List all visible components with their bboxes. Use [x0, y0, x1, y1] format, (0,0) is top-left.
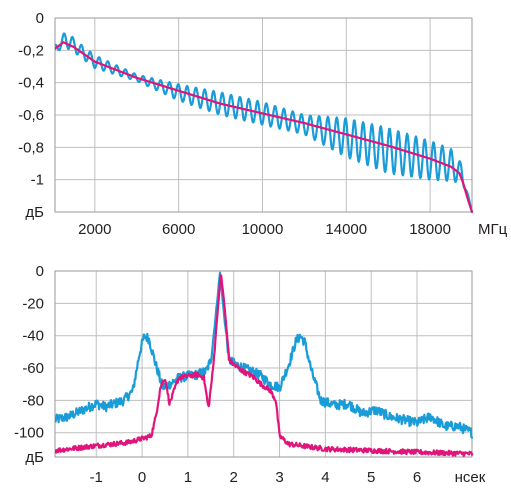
x-tick-label: 0 — [138, 469, 146, 486]
y-tick-label: -60 — [22, 360, 44, 377]
plot-frame — [54, 270, 473, 458]
y-tick-label: -80 — [22, 392, 44, 409]
series-line-2 — [55, 274, 474, 457]
frequency-response-chart: 0 -0,2 -0,4 -0,6 -0,8 -1 дБ 2000 6000 10000 14000 1… — [18, 10, 507, 238]
series-line-1 — [55, 32, 474, 214]
y-unit-label: дБ — [25, 204, 44, 221]
y-tick-label: -1 — [31, 172, 44, 189]
x-tick-label: 2 — [230, 469, 238, 486]
y-tick-label: -0,2 — [18, 42, 44, 59]
time-domain-chart: 0 -20 -40 -60 -80 -100 дБ -1 0 1 2 3 4 5 6 нсек — [14, 263, 486, 486]
y-tick-label: 0 — [36, 10, 44, 27]
x-tick-label: 10000 — [242, 221, 284, 238]
y-unit-label: дБ — [25, 449, 44, 466]
series-line-2 — [55, 41, 474, 214]
y-tick-label: -0,8 — [18, 139, 44, 156]
x-tick-label: 5 — [367, 469, 375, 486]
grid — [55, 270, 472, 457]
x-tick-label: -1 — [90, 469, 103, 486]
x-unit-label: нсек — [455, 469, 486, 486]
series-line-1 — [55, 271, 474, 439]
x-tick-label: 14000 — [325, 221, 367, 238]
y-tick-label: -100 — [14, 425, 44, 442]
y-tick-label: -0,6 — [18, 107, 44, 124]
x-tick-label: 2000 — [78, 221, 111, 238]
y-tick-label: 0 — [36, 263, 44, 280]
x-tick-label: 4 — [321, 469, 329, 486]
y-tick-label: -40 — [22, 328, 44, 345]
y-tick-label: -20 — [22, 295, 44, 312]
x-tick-label: 1 — [184, 469, 192, 486]
x-tick-label: 6000 — [162, 221, 195, 238]
x-unit-label: МГц — [478, 221, 508, 238]
y-tick-label: -0,4 — [18, 75, 44, 92]
x-tick-label: 18000 — [409, 221, 451, 238]
x-tick-label: 3 — [275, 469, 283, 486]
x-tick-label: 6 — [413, 469, 421, 486]
plot-frame — [54, 17, 473, 213]
